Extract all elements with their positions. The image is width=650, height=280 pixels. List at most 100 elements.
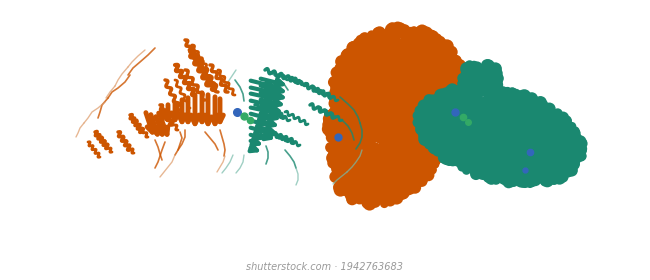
Point (352, 56, 362, 60)
Point (424, 72, 435, 76)
Point (361, 167, 371, 171)
Point (416, 137, 426, 142)
Point (478, 147, 488, 151)
Point (549, 127, 560, 132)
Point (382, 192, 392, 197)
Point (380, 141, 391, 145)
Point (544, 107, 554, 111)
Point (427, 111, 437, 115)
Point (456, 157, 466, 161)
Point (421, 42, 432, 46)
Point (422, 107, 432, 112)
Point (521, 133, 531, 137)
Point (527, 132, 538, 136)
Point (375, 131, 385, 136)
Point (354, 60, 365, 64)
Point (360, 68, 370, 73)
Point (532, 99, 543, 104)
Point (421, 95, 432, 100)
Point (471, 73, 481, 77)
Point (430, 130, 440, 135)
Point (511, 117, 521, 122)
Point (441, 133, 451, 137)
Point (541, 135, 551, 139)
Point (365, 83, 375, 87)
Point (415, 123, 425, 128)
Point (406, 56, 417, 61)
Point (437, 92, 448, 97)
Point (519, 167, 530, 172)
Point (481, 79, 491, 84)
Point (356, 38, 366, 42)
Point (391, 51, 401, 56)
Point (390, 115, 400, 120)
Point (334, 115, 345, 119)
Point (523, 103, 533, 108)
Point (530, 111, 540, 115)
Point (475, 118, 486, 123)
Point (400, 169, 411, 174)
Point (383, 124, 393, 128)
Point (450, 122, 461, 127)
Point (509, 104, 519, 109)
Point (472, 129, 482, 134)
Point (516, 176, 526, 181)
Point (509, 120, 519, 125)
Point (421, 78, 431, 83)
Point (458, 74, 469, 79)
Point (514, 148, 525, 152)
Point (358, 172, 368, 176)
Point (362, 200, 372, 205)
Point (406, 66, 417, 70)
Point (432, 115, 442, 119)
Point (506, 113, 516, 118)
Point (386, 152, 396, 157)
Point (451, 90, 462, 95)
Point (424, 142, 435, 146)
Point (411, 41, 422, 46)
Point (354, 143, 365, 147)
Point (337, 81, 347, 85)
Point (344, 58, 354, 63)
Point (473, 136, 483, 140)
Point (547, 154, 558, 158)
Point (374, 87, 385, 91)
Point (422, 152, 433, 156)
Point (463, 134, 474, 139)
Point (440, 87, 450, 92)
Point (395, 69, 406, 73)
Point (410, 35, 420, 39)
Point (378, 104, 388, 109)
Point (365, 52, 375, 57)
Point (463, 165, 473, 169)
Point (459, 149, 469, 153)
Point (453, 90, 463, 95)
Point (538, 129, 549, 134)
Point (483, 106, 493, 110)
Point (387, 83, 398, 88)
Point (549, 146, 560, 150)
Point (565, 148, 575, 153)
Point (414, 34, 424, 39)
Point (424, 123, 435, 127)
Point (567, 140, 577, 144)
Point (418, 125, 428, 129)
Point (492, 78, 502, 83)
Point (380, 76, 391, 80)
Point (378, 73, 389, 78)
Point (458, 104, 469, 108)
Point (368, 101, 378, 106)
Point (430, 115, 441, 120)
Point (358, 140, 369, 144)
Point (493, 95, 503, 99)
Point (506, 101, 517, 106)
Point (458, 76, 469, 81)
Point (335, 136, 346, 141)
Point (387, 99, 398, 103)
Point (407, 66, 417, 71)
Point (500, 94, 511, 98)
Point (395, 175, 406, 180)
Point (486, 128, 497, 133)
Point (361, 66, 371, 70)
Point (452, 80, 463, 85)
